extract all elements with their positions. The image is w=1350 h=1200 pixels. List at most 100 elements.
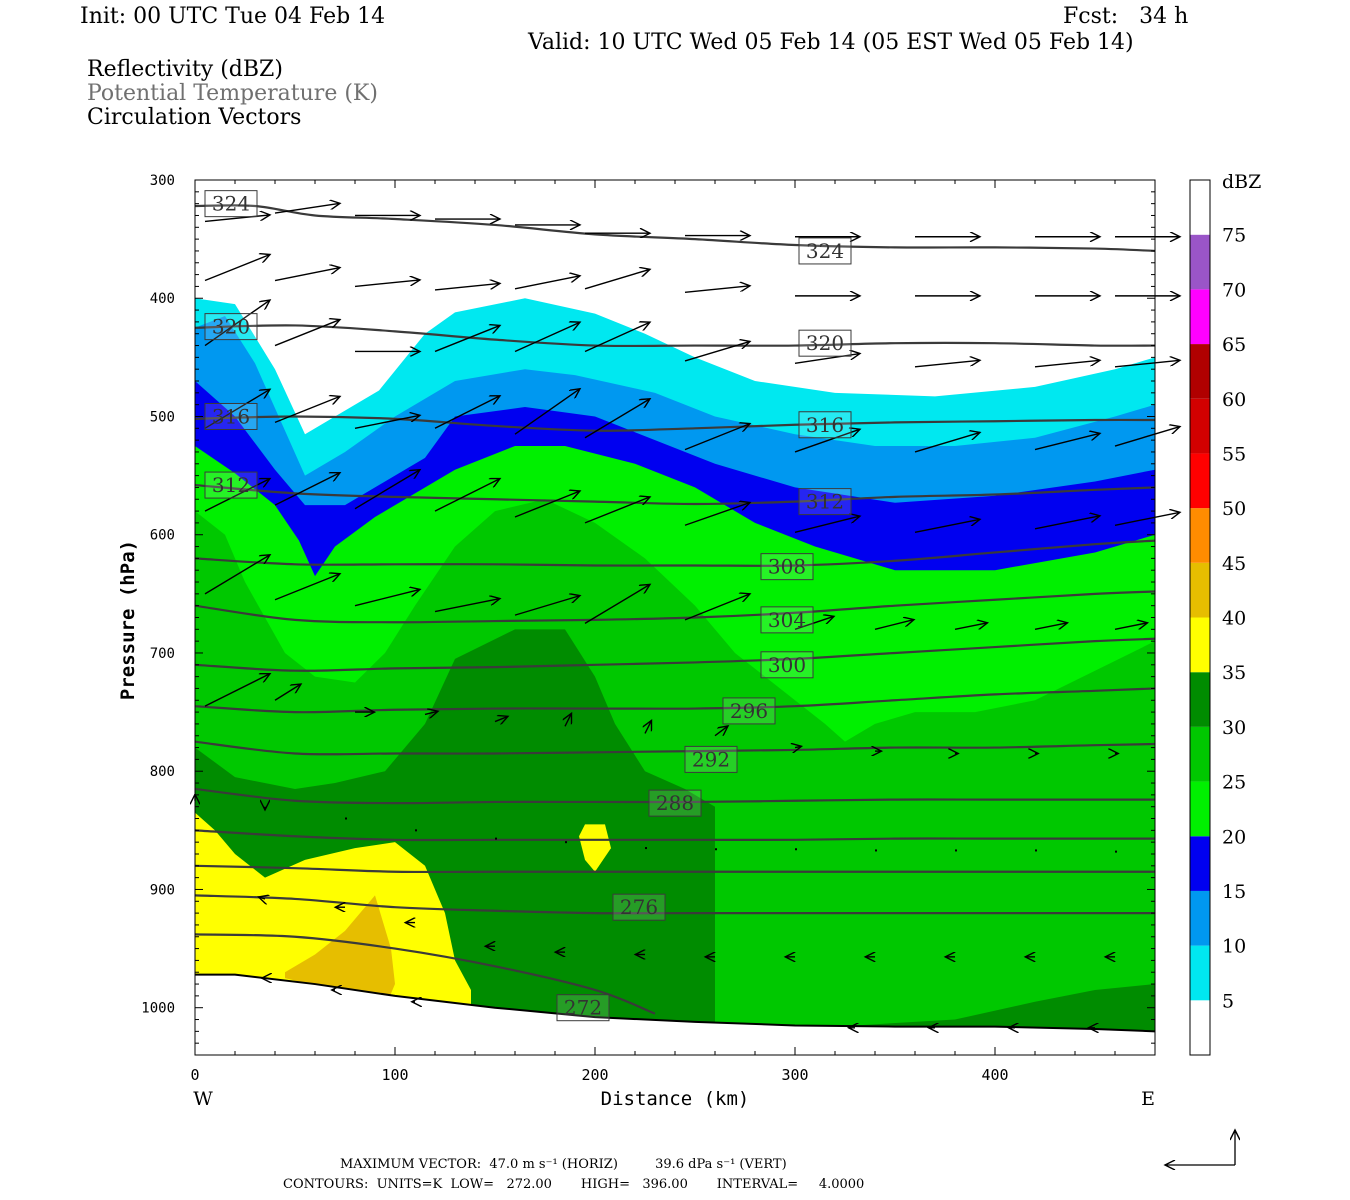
colorbar-swatch (1190, 180, 1210, 235)
colorbar-swatch (1190, 289, 1210, 345)
x-tick-label: 400 (981, 1066, 1008, 1084)
circulation-vector (1034, 516, 1100, 530)
circulation-vector (514, 596, 580, 616)
contour-label-304: 304 (768, 608, 806, 632)
contour-label-320: 320 (212, 315, 250, 339)
theta-contour-300 (195, 637, 1155, 672)
circulation-vector (684, 424, 750, 451)
y-tick-label: 300 (150, 173, 175, 189)
contour-label-288: 288 (656, 791, 694, 815)
contour-label-276: 276 (620, 895, 658, 919)
x-tick-label: 0 (190, 1066, 199, 1084)
contour-label-box (760, 553, 814, 581)
contour-label-box (798, 411, 852, 439)
contour-label-box (798, 329, 852, 357)
circulation-vector (584, 269, 650, 290)
reflectivity-region-35dbz (579, 824, 611, 872)
field-vectors: Circulation Vectors (87, 105, 302, 130)
contour-label-292: 292 (692, 747, 730, 771)
circulation-vector (354, 415, 420, 429)
circulation-vector (354, 589, 420, 607)
colorbar-title: dBZ (1222, 171, 1261, 193)
x-axis-east-label: E (1141, 1088, 1155, 1110)
colorbar-frame (1189, 179, 1211, 1056)
x-tick-label: 200 (581, 1066, 608, 1084)
theta-contour-308 (195, 539, 1155, 567)
circulation-vector (584, 322, 650, 353)
contour-label-316: 316 (212, 404, 250, 428)
contour-label-box (798, 488, 852, 516)
circulation-vector (584, 399, 650, 439)
theta-contour-276 (195, 894, 1155, 915)
circulation-vector (204, 674, 270, 707)
circulation-vector (274, 473, 340, 506)
colorbar-level-label: 35 (1222, 662, 1246, 684)
y-tick-label: 500 (150, 409, 175, 425)
circulation-vector (514, 389, 580, 435)
colorbar-level-label: 30 (1222, 717, 1246, 739)
circulation-vector (684, 341, 750, 362)
reflectivity-region-40dbz (285, 895, 395, 1008)
circulation-vector (204, 555, 270, 595)
colorbar-swatch (1190, 398, 1210, 454)
circulation-vector (794, 429, 860, 453)
contours-note: CONTOURS: UNITS=K LOW= 272.00 HIGH= 396.… (283, 1177, 865, 1192)
theta-contour-288 (195, 787, 1155, 805)
circulation-vector (954, 623, 988, 630)
contour-label-box (204, 313, 258, 341)
circulation-vector (514, 276, 580, 290)
circulation-vector (684, 594, 750, 621)
circulation-vector (259, 897, 266, 899)
contour-label-272: 272 (564, 996, 602, 1020)
colorbar-level-label: 70 (1222, 279, 1246, 301)
colorbar-level-label: 20 (1222, 826, 1246, 848)
theta-contour-316 (195, 415, 1155, 432)
circulation-vector (204, 389, 270, 429)
circulation-vector (434, 396, 500, 429)
circulation-vector (684, 286, 750, 294)
y-tick-label: 1000 (141, 1001, 175, 1017)
contour-label-box (722, 697, 776, 725)
colorbar-swatch (1190, 344, 1210, 399)
field-theta: Potential Temperature (K) (87, 81, 378, 106)
circulation-vector (494, 716, 508, 721)
colorbar-level-label: 40 (1222, 608, 1246, 630)
theta-contour-296 (195, 687, 1155, 714)
circulation-vector (914, 360, 980, 368)
circulation-vector (914, 519, 980, 534)
x-tick-label: 100 (381, 1066, 408, 1084)
terrain-fill (195, 974, 1155, 1055)
contour-label-box (760, 651, 814, 679)
contour-label-308: 308 (768, 555, 806, 579)
circulation-vector (1114, 427, 1180, 447)
contour-label-324: 324 (806, 239, 844, 263)
theta-contour-324 (195, 204, 1155, 253)
circulation-vector (274, 684, 301, 701)
circulation-vector (1034, 360, 1100, 368)
colorbar-level-label: 15 (1222, 881, 1246, 903)
y-tick-label: 400 (150, 291, 175, 307)
theta-contour-280 (195, 864, 1155, 874)
colorbar-swatch (1190, 453, 1210, 509)
circulation-vector (434, 599, 500, 613)
circulation-vector (1034, 433, 1100, 451)
theta-contour-292 (195, 740, 1155, 756)
forecast-hour: Fcst: 34 h (1063, 4, 1189, 29)
y-tick-label: 600 (150, 528, 175, 544)
circulation-vector (584, 497, 650, 524)
circulation-vector (514, 322, 580, 353)
circulation-vector (794, 616, 834, 630)
circulation-vector (914, 432, 980, 453)
circulation-vector (1114, 360, 1180, 368)
circulation-vector (424, 711, 438, 714)
valid-time: Valid: 10 UTC Wed 05 Feb 14 (05 EST Wed … (528, 30, 1134, 55)
theta-contour-312 (195, 483, 1155, 506)
circulation-vector (645, 720, 652, 734)
theta-contour-272 (195, 933, 656, 1015)
contour-label-box (204, 402, 258, 430)
contour-label-box (612, 893, 666, 921)
colorbar-level-label: 60 (1222, 389, 1246, 411)
circulation-vector (584, 584, 650, 625)
circulation-vector (434, 479, 500, 512)
colorbar-level-label: 5 (1222, 990, 1234, 1012)
